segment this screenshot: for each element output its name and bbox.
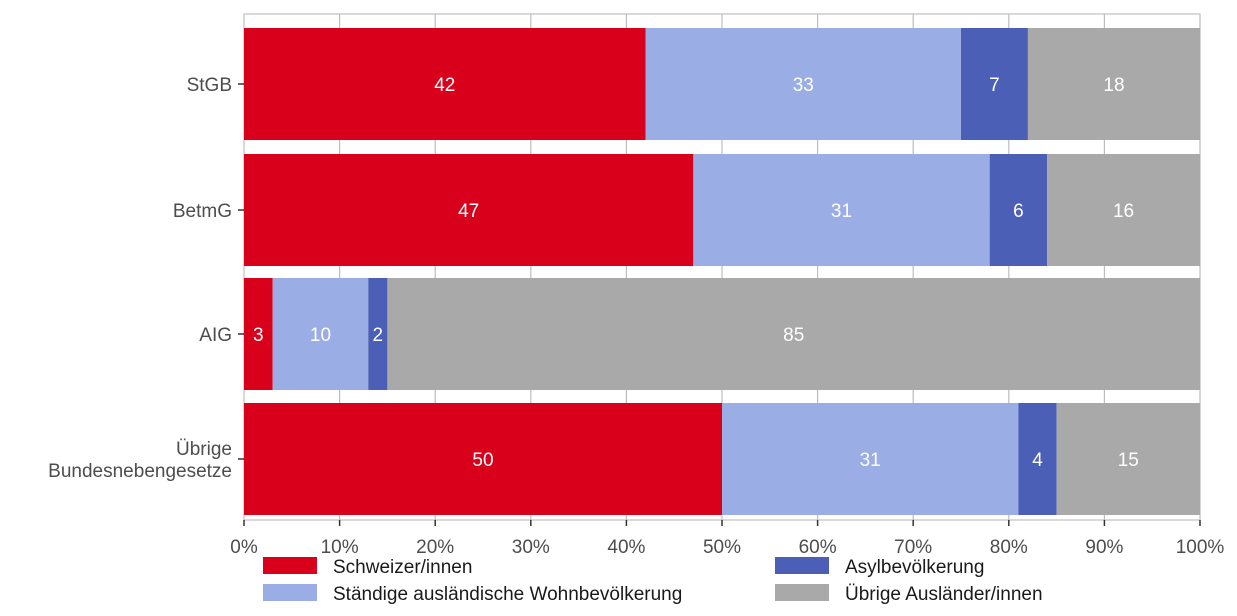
category-label: Übrige bbox=[176, 439, 232, 460]
data-label: 33 bbox=[793, 75, 814, 96]
category-label: Bundesnebengesetze bbox=[48, 461, 232, 482]
bar-segment bbox=[244, 28, 646, 140]
legend-swatch bbox=[263, 584, 317, 601]
x-tick-label: 70% bbox=[894, 537, 932, 558]
bar-segment bbox=[272, 278, 369, 390]
category-label: AIG bbox=[199, 325, 232, 346]
x-tick-label: 30% bbox=[512, 537, 550, 558]
bar-segment bbox=[1018, 403, 1057, 515]
data-label: 7 bbox=[989, 75, 1000, 96]
x-tick-label: 90% bbox=[1085, 537, 1123, 558]
x-tick-label: 0% bbox=[230, 537, 258, 558]
bar-segment bbox=[244, 278, 273, 390]
legend: Schweizer/innen Ständige ausländische Woh… bbox=[263, 557, 1043, 605]
bar-segment bbox=[693, 154, 990, 266]
data-label: 2 bbox=[373, 325, 384, 346]
legend-label: Asylbevölkerung bbox=[845, 557, 984, 578]
bar-segment bbox=[1056, 403, 1200, 515]
category-label: BetmG bbox=[173, 201, 232, 222]
bar-segment bbox=[722, 403, 1019, 515]
data-label: 16 bbox=[1113, 201, 1134, 222]
legend-label: Schweizer/innen bbox=[333, 557, 472, 578]
legend-swatch bbox=[775, 557, 829, 574]
legend-swatch bbox=[263, 557, 317, 574]
bar-segment bbox=[244, 154, 694, 266]
bar-segment bbox=[368, 278, 388, 390]
x-tick-label: 60% bbox=[799, 537, 837, 558]
bars bbox=[244, 28, 1200, 515]
legend-label: Übrige Ausländer/innen bbox=[845, 584, 1043, 605]
x-tick-label: 40% bbox=[607, 537, 645, 558]
data-label: 42 bbox=[434, 75, 455, 96]
data-label: 31 bbox=[831, 201, 852, 222]
x-tick-label: 100% bbox=[1176, 537, 1225, 558]
x-tick-label: 50% bbox=[703, 537, 741, 558]
bar-segment bbox=[645, 28, 961, 140]
data-label: 31 bbox=[860, 450, 881, 471]
data-label: 10 bbox=[310, 325, 331, 346]
category-label: StGB bbox=[187, 75, 232, 96]
x-tick-label: 20% bbox=[416, 537, 454, 558]
data-label: 4 bbox=[1032, 450, 1043, 471]
data-label: 3 bbox=[253, 325, 264, 346]
legend-label: Ständige ausländische Wohnbevölkerung bbox=[333, 584, 682, 605]
data-label: 6 bbox=[1013, 201, 1024, 222]
x-tick-label: 80% bbox=[990, 537, 1028, 558]
segment-labels: 42 33 7 18 47 31 6 16 3 10 2 85 50 31 4 15 bbox=[253, 75, 1139, 471]
data-label: 50 bbox=[472, 450, 493, 471]
bar-segment bbox=[989, 154, 1048, 266]
x-axis: 0% 10% 20% 30% 40% 50% 60% 70% 80% 90% 100% bbox=[230, 520, 1224, 558]
data-label: 85 bbox=[783, 325, 804, 346]
bar-segment bbox=[961, 28, 1028, 140]
data-label: 47 bbox=[458, 201, 479, 222]
data-label: 15 bbox=[1118, 450, 1139, 471]
data-label: 18 bbox=[1103, 75, 1124, 96]
bar-segment bbox=[1027, 28, 1200, 140]
x-tick-label: 10% bbox=[321, 537, 359, 558]
bar-segment bbox=[387, 278, 1200, 390]
legend-swatch bbox=[775, 584, 829, 601]
bar-segment bbox=[1047, 154, 1200, 266]
bar-segment bbox=[244, 403, 722, 515]
